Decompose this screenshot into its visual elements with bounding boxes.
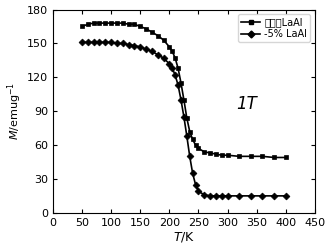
X-axis label: $T$/K: $T$/K xyxy=(173,230,195,244)
Y-axis label: $M$/emug$^{-1}$: $M$/emug$^{-1}$ xyxy=(6,82,24,140)
Text: 1T: 1T xyxy=(236,95,257,113)
Legend: 未添加LaAl, -5% LaAl: 未添加LaAl, -5% LaAl xyxy=(238,14,310,42)
